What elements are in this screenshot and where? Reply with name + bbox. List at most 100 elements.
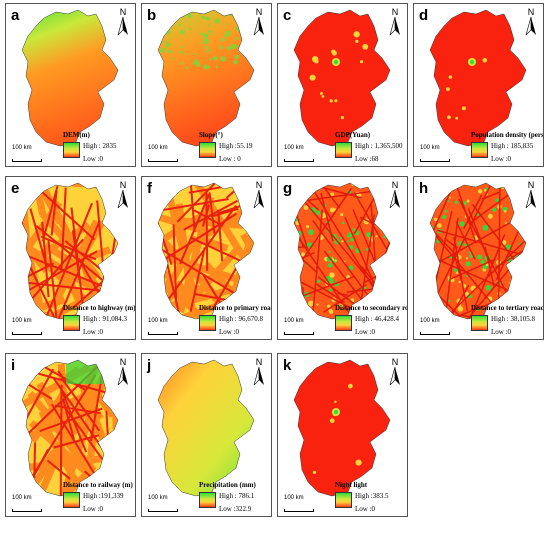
legend-color-ramp (199, 492, 216, 508)
scale-bar: 100 km (420, 145, 450, 162)
legend-low: Low :322.9 (219, 505, 252, 513)
legend-high: High : 2835 (83, 142, 117, 150)
north-arrow-icon: N (114, 357, 132, 385)
panel-letter: g (283, 180, 293, 197)
legend-title: Slope(°) (199, 131, 223, 139)
panel-letter: k (283, 357, 292, 374)
legend-title: Distance to tertiary road (m) (471, 304, 544, 312)
legend-color-ramp (63, 492, 80, 508)
north-arrow-icon: N (250, 180, 268, 208)
scale-label: 100 km (148, 318, 168, 324)
legend-low: Low :0 (83, 328, 104, 336)
region-map (429, 9, 527, 147)
legend-low: Low :0 (491, 155, 512, 163)
map-panel-g: g N Distance to secondary road (m) High … (277, 176, 408, 340)
legend-low: Low :0 (83, 505, 104, 513)
region-map (293, 182, 391, 320)
legend-low: Low :0 (355, 328, 376, 336)
map-panel-h: h N Distance to tertiary road (m) High :… (413, 176, 544, 340)
north-label: N (391, 180, 399, 190)
legend-high: High : 38,105.8 (491, 315, 535, 323)
legend-title: Distance to primary road (m) (199, 304, 271, 312)
scale-label: 100 km (12, 145, 32, 151)
map-panel-k: k N Night light High :383.5 Low :0 100 k… (277, 353, 408, 517)
legend-high: High : 96,670.8 (219, 315, 263, 323)
scale-bar: 100 km (284, 145, 314, 162)
north-arrow-icon: N (386, 180, 404, 208)
legend-high: High : 46,428.4 (355, 315, 399, 323)
region-map (293, 9, 391, 147)
north-label: N (255, 7, 263, 17)
north-arrow-icon: N (386, 7, 404, 35)
scale-bar: 100 km (284, 495, 314, 512)
region-map (21, 359, 119, 497)
region-map (21, 182, 119, 320)
legend-title: Night light (335, 481, 368, 489)
legend-title: Distance to railway (m) (63, 481, 133, 489)
scale-label: 100 km (284, 145, 304, 151)
legend-color-ramp (471, 315, 488, 331)
legend-color-ramp (471, 142, 488, 158)
region-map (157, 9, 255, 147)
scale-label: 100 km (12, 318, 32, 324)
legend-high: High : 185,835 (491, 142, 534, 150)
legend-high: High :55.19 (219, 142, 253, 150)
map-panel-e: e N Distance to highway (m) High : 91,08… (5, 176, 136, 340)
panel-letter: a (11, 7, 20, 24)
region-map (293, 359, 391, 497)
legend-title: Precipitation (mm) (199, 481, 256, 489)
north-arrow-icon: N (114, 7, 132, 35)
scale-bar: 100 km (12, 318, 42, 335)
map-panel-j: j N Precipitation (mm) High : 786.1 Low … (141, 353, 272, 517)
legend-color-ramp (335, 315, 352, 331)
north-arrow-icon: N (114, 180, 132, 208)
legend-color-ramp (335, 492, 352, 508)
legend-low: Low :0 (219, 328, 240, 336)
legend-low: Low :68 (355, 155, 379, 163)
scale-bar: 100 km (148, 495, 178, 512)
legend-high: High : 91,084.3 (83, 315, 127, 323)
legend-color-ramp (63, 315, 80, 331)
legend-title: GDP(Yuan) (335, 131, 371, 139)
scale-label: 100 km (12, 495, 32, 501)
north-label: N (119, 180, 127, 190)
map-panel-d: d N Population density (person) High : 1… (413, 3, 544, 167)
legend-color-ramp (199, 315, 216, 331)
panel-letter: e (11, 180, 20, 197)
panel-letter: j (147, 357, 152, 374)
scale-bar: 100 km (420, 318, 450, 335)
region-map (21, 9, 119, 147)
scale-bar: 100 km (148, 145, 178, 162)
north-label: N (119, 7, 127, 17)
scale-bar: 100 km (12, 495, 42, 512)
legend-low: Low :0 (491, 328, 512, 336)
north-arrow-icon: N (250, 357, 268, 385)
legend-title: Distance to secondary road (m) (335, 304, 408, 312)
legend-low: Low :0 (355, 505, 376, 513)
north-label: N (255, 180, 263, 190)
north-arrow-icon: N (522, 180, 540, 208)
legend-color-ramp (199, 142, 216, 158)
scale-label: 100 km (420, 318, 440, 324)
legend-color-ramp (63, 142, 80, 158)
north-label: N (391, 7, 399, 17)
region-map (429, 182, 527, 320)
scale-label: 100 km (148, 145, 168, 151)
map-panel-f: f N Distance to primary road (m) High : … (141, 176, 272, 340)
north-arrow-icon: N (250, 7, 268, 35)
panel-letter: f (147, 180, 152, 197)
panel-letter: b (147, 7, 157, 24)
panel-letter: h (419, 180, 429, 197)
scale-bar: 100 km (148, 318, 178, 335)
legend-title: Population density (person) (471, 131, 544, 139)
north-label: N (255, 357, 263, 367)
map-panel-c: c N GDP(Yuan) High : 1,365,500 Low :68 1… (277, 3, 408, 167)
north-arrow-icon: N (386, 357, 404, 385)
legend-high: High :191,339 (83, 492, 124, 500)
scale-label: 100 km (148, 495, 168, 501)
legend-high: High : 786.1 (219, 492, 255, 500)
north-arrow-icon: N (522, 7, 540, 35)
scale-label: 100 km (284, 495, 304, 501)
scale-bar: 100 km (12, 145, 42, 162)
scale-label: 100 km (284, 318, 304, 324)
